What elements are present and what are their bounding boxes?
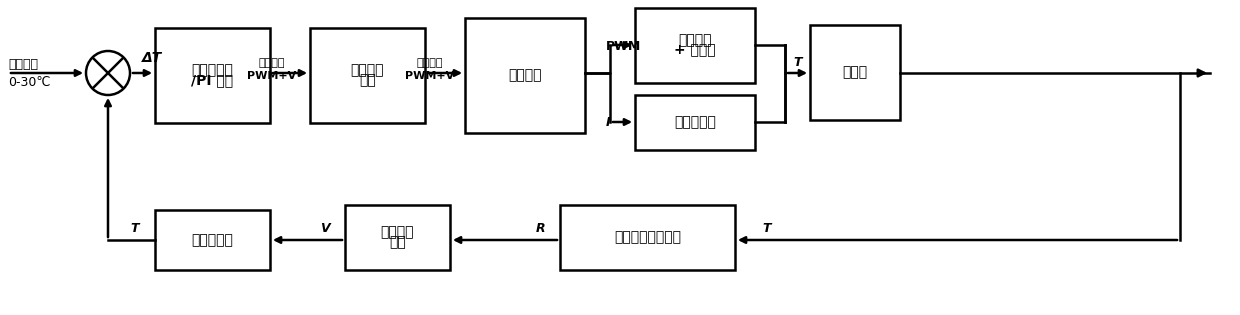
Text: 控制信号: 控制信号 bbox=[417, 58, 443, 68]
Text: 处理器模块: 处理器模块 bbox=[191, 64, 233, 77]
Text: PWM+V: PWM+V bbox=[405, 71, 455, 81]
Text: 温控信号: 温控信号 bbox=[259, 58, 285, 68]
Bar bbox=[310, 28, 425, 123]
Bar bbox=[155, 210, 270, 270]
Text: ΔT: ΔT bbox=[143, 51, 162, 65]
Text: T: T bbox=[794, 55, 801, 68]
Text: T: T bbox=[130, 221, 139, 234]
Text: 0-30℃: 0-30℃ bbox=[7, 76, 51, 89]
Text: + 散热片: + 散热片 bbox=[675, 43, 715, 58]
Text: PWM: PWM bbox=[606, 39, 641, 53]
Text: 模块: 模块 bbox=[360, 73, 376, 88]
Text: 处理器模块: 处理器模块 bbox=[191, 233, 233, 247]
Text: 模块: 模块 bbox=[389, 236, 405, 249]
Circle shape bbox=[86, 51, 130, 95]
Text: 信号调理: 信号调理 bbox=[381, 226, 414, 239]
Text: T: T bbox=[763, 221, 770, 234]
Text: R: R bbox=[536, 221, 546, 234]
Text: 散热风扇: 散热风扇 bbox=[678, 33, 712, 48]
Text: 信号调理: 信号调理 bbox=[351, 64, 384, 77]
Bar bbox=[345, 205, 450, 270]
Text: 温控模块: 温控模块 bbox=[508, 68, 542, 83]
Text: /PI 调节: /PI 调节 bbox=[191, 73, 233, 88]
Bar bbox=[635, 8, 755, 83]
Text: PWM+V: PWM+V bbox=[247, 71, 296, 81]
Bar bbox=[635, 95, 755, 150]
Text: 设定温度: 设定温度 bbox=[7, 59, 38, 72]
Bar bbox=[155, 28, 270, 123]
Text: V: V bbox=[320, 221, 330, 234]
Text: 温度调节器: 温度调节器 bbox=[675, 116, 715, 129]
Bar bbox=[465, 18, 585, 133]
Text: 导热片: 导热片 bbox=[842, 66, 868, 79]
Bar bbox=[560, 205, 735, 270]
Bar bbox=[810, 25, 900, 120]
Text: 下端面温度传感器: 下端面温度传感器 bbox=[614, 231, 681, 244]
Text: I: I bbox=[606, 117, 610, 129]
